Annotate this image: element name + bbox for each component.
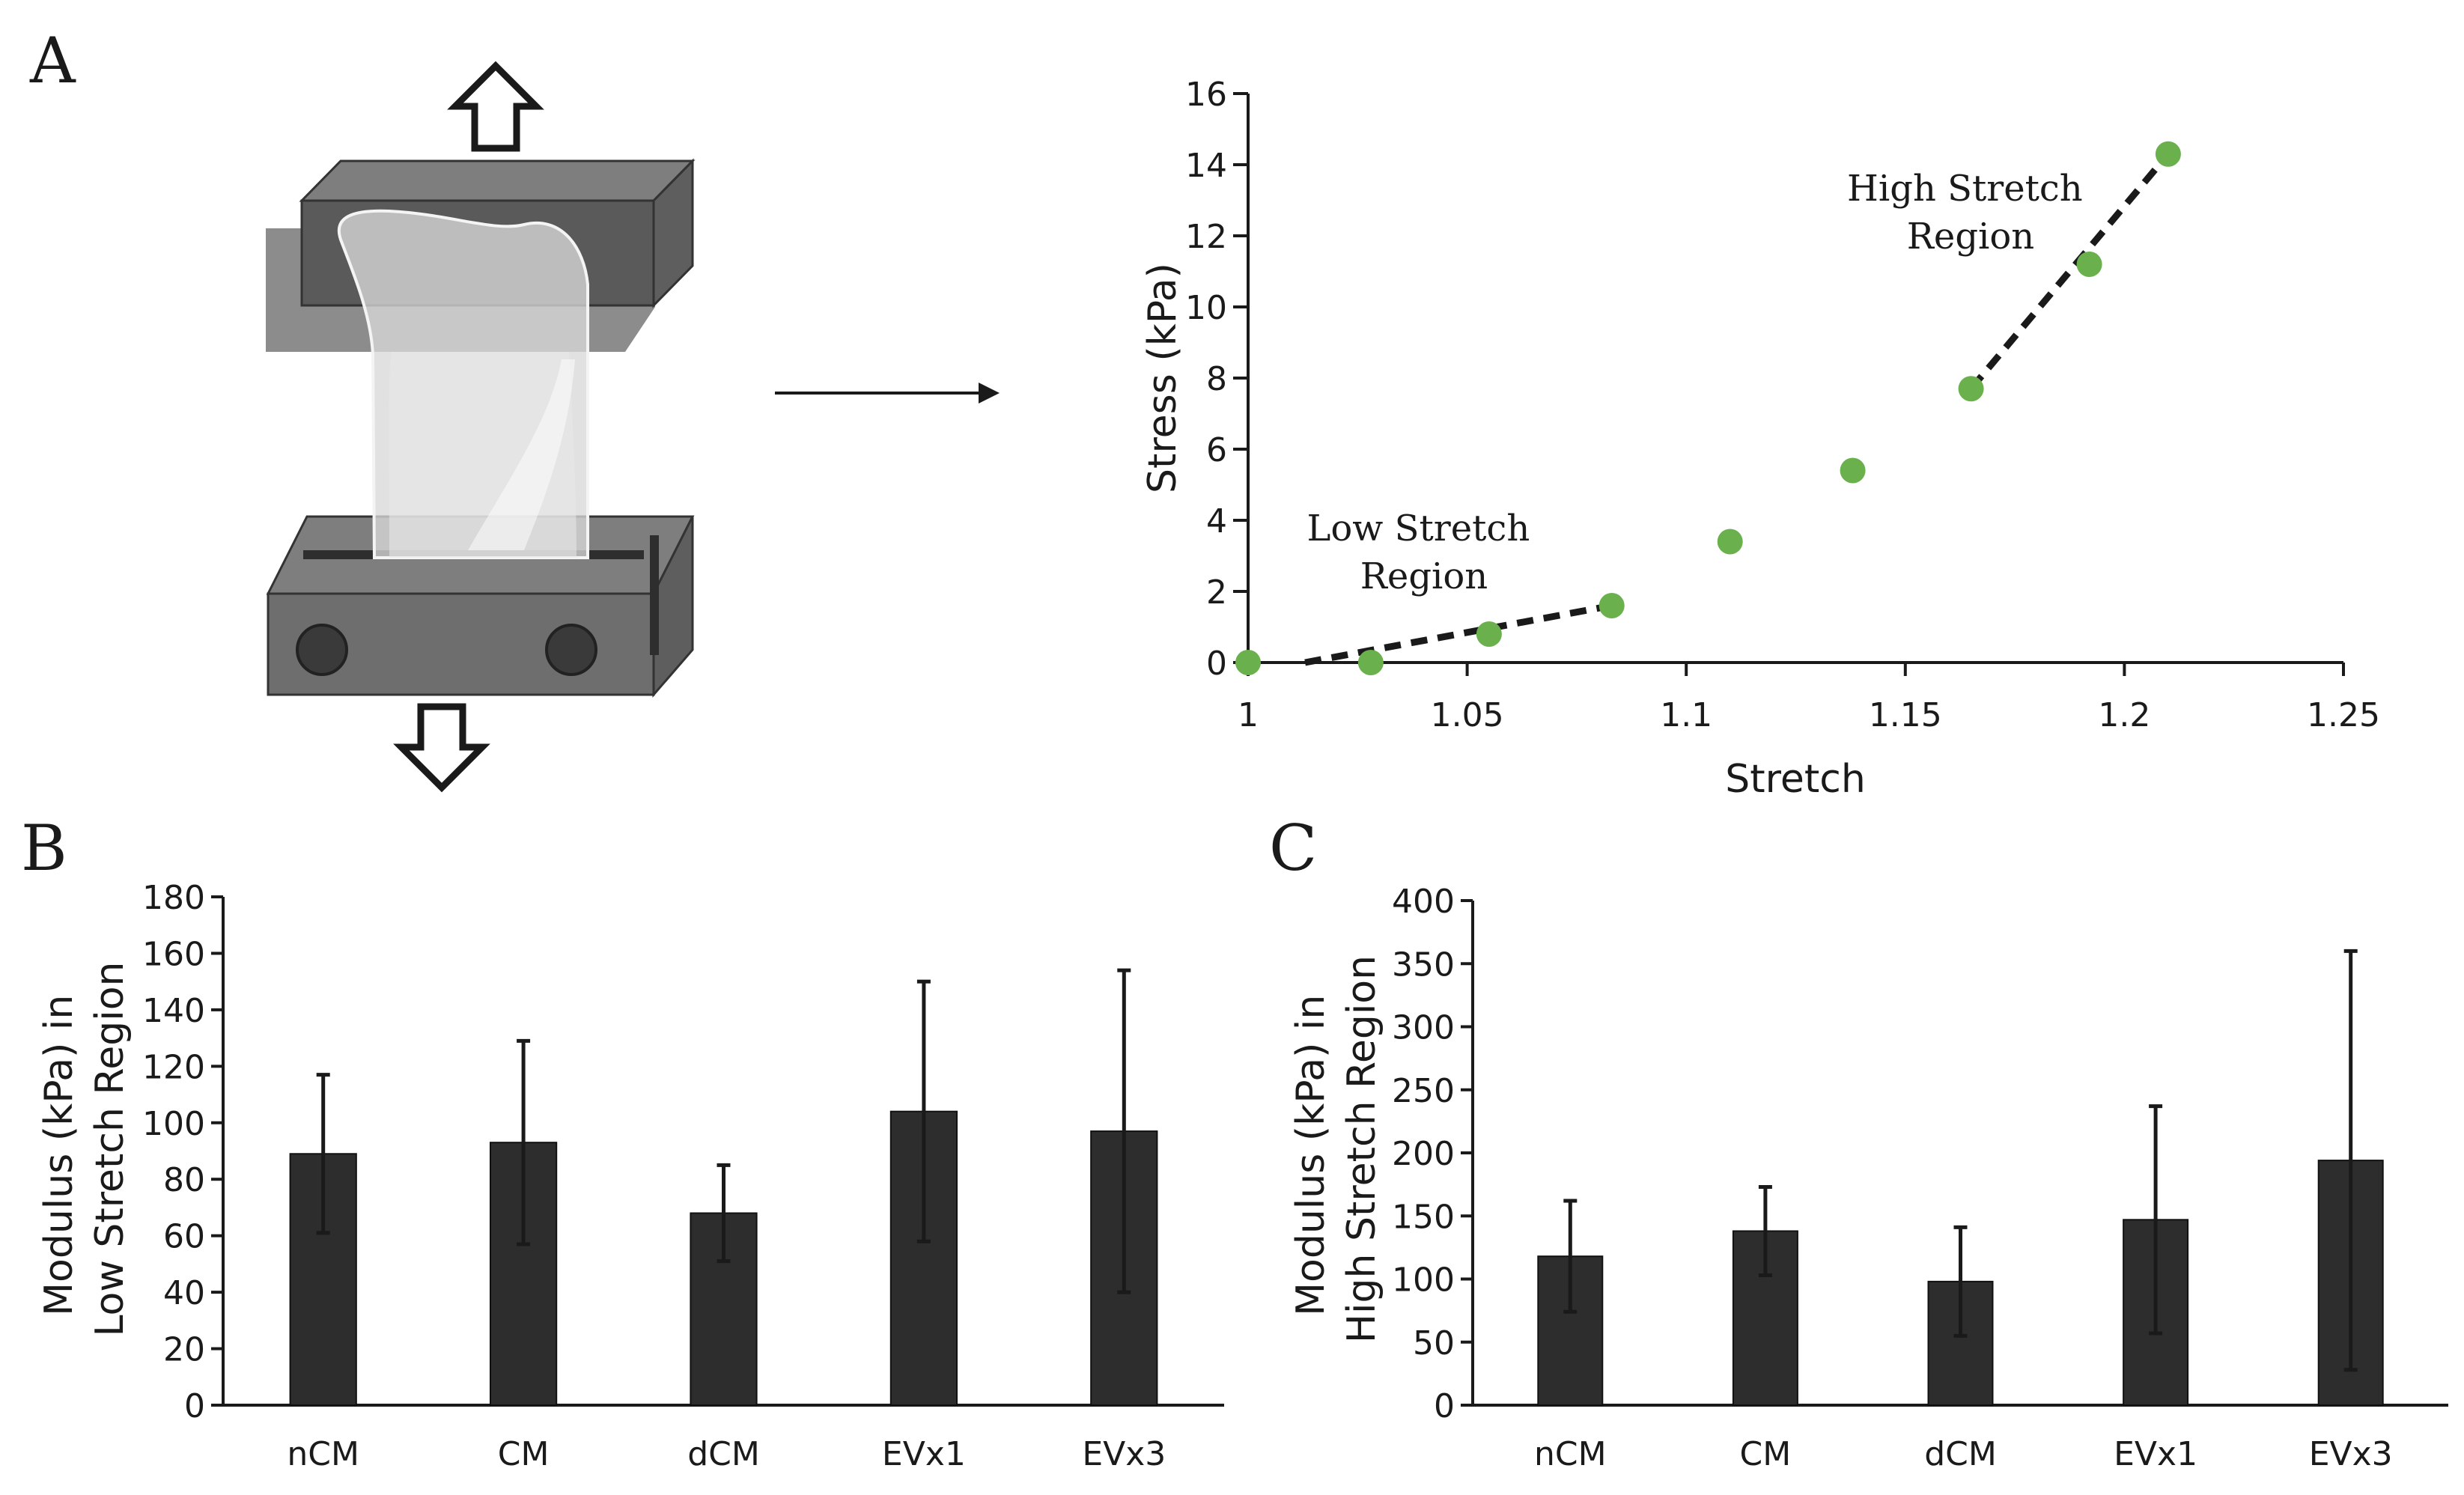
category-label: EVx3 xyxy=(1082,1435,1166,1473)
y-axis-title: Modulus (kPa) in Low Stretch Region xyxy=(37,961,133,1336)
data-point xyxy=(1840,457,1866,484)
y-axis-title-line2: High Stretch Region xyxy=(1339,955,1384,1343)
y-tick-label: 50 xyxy=(1413,1324,1455,1362)
y-axis-title: Modulus (kPa) in High Stretch Region xyxy=(1289,955,1384,1343)
y-tick-label: 120 xyxy=(142,1048,205,1086)
category-label: dCM xyxy=(687,1435,760,1473)
category-label: CM xyxy=(1740,1435,1792,1473)
data-point xyxy=(1598,593,1625,618)
connector-arrow-icon xyxy=(775,383,1000,404)
pull-down-arrow-icon xyxy=(393,703,490,793)
y-tick-label: 2 xyxy=(1206,573,1227,612)
y-tick-label: 400 xyxy=(1392,883,1455,921)
data-point xyxy=(1476,621,1502,647)
y-axis-title-line1: Modulus (kPa) in xyxy=(1289,995,1333,1316)
y-tick-label: 8 xyxy=(1206,360,1227,398)
category-label: dCM xyxy=(1924,1435,1997,1473)
y-tick-label: 60 xyxy=(163,1218,205,1256)
low-region-label: Low Stretch Region xyxy=(1307,508,1542,597)
y-tick-label: 160 xyxy=(142,935,205,973)
data-point xyxy=(1235,650,1261,675)
low-region-label-line1: Low Stretch xyxy=(1307,508,1530,549)
y-tick-label: 14 xyxy=(1185,147,1227,185)
category-label: nCM xyxy=(287,1435,359,1473)
low-region-label-line2: Region xyxy=(1360,555,1488,597)
y-tick-label: 300 xyxy=(1392,1009,1455,1047)
y-axis-title-line2: Low Stretch Region xyxy=(88,961,133,1336)
y-axis-title: Stress (kPa) xyxy=(1140,263,1185,493)
y-tick-label: 200 xyxy=(1392,1135,1455,1173)
data-point xyxy=(1717,529,1743,555)
x-axis-title: Stretch xyxy=(1725,757,1866,802)
panel-c-letter: C xyxy=(1269,812,1317,885)
data-point xyxy=(1357,650,1384,675)
high-stretch-fit-line xyxy=(1968,151,2171,392)
y-tick-label: 80 xyxy=(163,1161,205,1199)
category-label: EVx1 xyxy=(882,1435,966,1473)
x-tick-label: 1.15 xyxy=(1869,696,1942,734)
x-tick-label: 1.25 xyxy=(2307,696,2380,734)
high-region-label: High Stretch Region xyxy=(1847,168,2094,258)
category-label: CM xyxy=(498,1435,550,1473)
category-label: EVx3 xyxy=(2309,1435,2393,1473)
data-point xyxy=(2076,252,2102,277)
y-tick-label: 140 xyxy=(142,992,205,1030)
x-tick-label: 1.2 xyxy=(2098,696,2150,734)
category-label: EVx1 xyxy=(2114,1435,2197,1473)
y-tick-label: 20 xyxy=(163,1331,205,1369)
y-tick-label: 16 xyxy=(1185,76,1227,114)
category-label: nCM xyxy=(1534,1435,1607,1473)
y-tick-label: 180 xyxy=(142,879,205,917)
y-tick-label: 4 xyxy=(1206,502,1227,541)
high-region-label-line1: High Stretch xyxy=(1847,168,2083,210)
stress-stretch-chart: 0 2 4 6 8 10 12 14 16 1 1.05 1.1 1.15 1.2 1.25 Stretc… xyxy=(1140,76,2380,802)
y-axis-title-line1: Modulus (kPa) in xyxy=(37,995,82,1316)
tensile-test-illustration xyxy=(266,61,696,793)
low-stretch-fit-line xyxy=(1304,602,1613,666)
hydrogel-sample xyxy=(337,209,589,559)
high-modulus-chart: 0 50 100 150 200 250 300 350 400 nCM CM dCM EVx1 EVx… xyxy=(1289,883,2448,1473)
x-tick-label: 1.05 xyxy=(1431,696,1504,734)
pull-up-arrow-icon xyxy=(447,61,544,152)
panel-a-letter: A xyxy=(29,24,76,97)
data-point xyxy=(2155,141,2181,167)
y-tick-label: 100 xyxy=(142,1105,205,1143)
high-region-label-line2: Region xyxy=(1907,216,2034,258)
y-tick-label: 6 xyxy=(1206,431,1227,469)
x-tick-label: 1 xyxy=(1238,696,1259,734)
y-tick-label: 350 xyxy=(1392,946,1455,984)
y-tick-label: 150 xyxy=(1392,1198,1455,1236)
clamp-bolt xyxy=(296,624,348,676)
y-tick-label: 0 xyxy=(1434,1387,1455,1425)
y-tick-label: 0 xyxy=(184,1387,205,1425)
y-tick-label: 100 xyxy=(1392,1261,1455,1300)
panel-b-letter: B xyxy=(21,812,67,885)
x-tick-label: 1.1 xyxy=(1660,696,1712,734)
y-tick-label: 40 xyxy=(163,1274,205,1312)
clamp-bolt xyxy=(545,624,597,676)
y-tick-label: 10 xyxy=(1185,289,1227,327)
y-tick-label: 12 xyxy=(1185,218,1227,256)
data-point xyxy=(1958,376,1984,402)
y-tick-label: 250 xyxy=(1392,1072,1455,1110)
y-tick-label: 0 xyxy=(1206,645,1227,683)
low-modulus-chart: 0 20 40 60 80 100 120 140 160 180 nCM CM dCM EVx1 EVx… xyxy=(37,879,1224,1473)
